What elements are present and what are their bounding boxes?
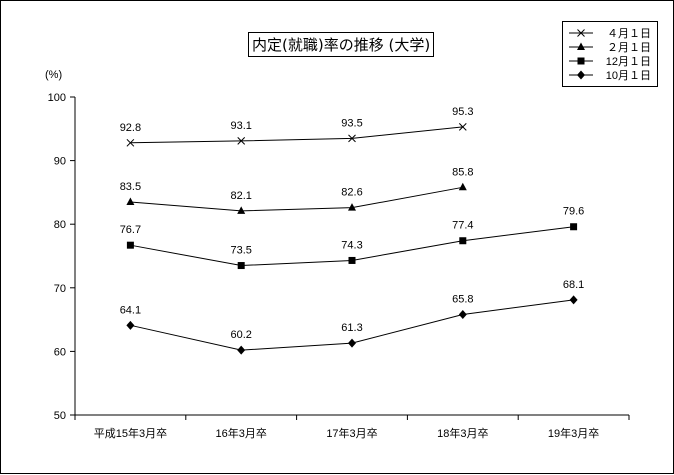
y-tick-label: 90 bbox=[54, 156, 66, 168]
data-label: 93.1 bbox=[230, 120, 251, 132]
data-point-s3-4 bbox=[459, 237, 467, 245]
data-label: 73.5 bbox=[230, 245, 251, 257]
data-label: 61.3 bbox=[341, 322, 362, 334]
data-point-s4-1 bbox=[126, 320, 135, 330]
data-label: 95.3 bbox=[452, 106, 473, 118]
data-point-s4-5 bbox=[569, 295, 578, 305]
data-label: 65.8 bbox=[452, 294, 473, 306]
data-point-s4-3 bbox=[348, 338, 356, 348]
legend-marker-cross-b bbox=[577, 29, 585, 37]
legend-marker-diamond bbox=[577, 70, 585, 80]
data-label: 76.7 bbox=[120, 224, 141, 236]
y-tick-label: 50 bbox=[54, 410, 66, 422]
data-point-s2-1 bbox=[126, 197, 135, 205]
data-label: 82.6 bbox=[341, 187, 362, 199]
x-tick-label: 19年3月卒 bbox=[548, 426, 599, 440]
x-tick-label: 18年3月卒 bbox=[437, 426, 488, 440]
legend-label: 10月１日 bbox=[606, 70, 651, 82]
series-line-1 bbox=[130, 126, 463, 144]
legend-marker-cross bbox=[577, 29, 585, 37]
y-tick-label: 60 bbox=[54, 346, 66, 358]
data-point-s1-4 bbox=[458, 123, 467, 131]
data-label: 74.3 bbox=[341, 239, 362, 251]
data-label: 79.6 bbox=[563, 206, 584, 218]
data-point-s1-1-b bbox=[126, 138, 135, 147]
y-tick-label: 100 bbox=[48, 92, 66, 104]
data-point-s2-4 bbox=[458, 182, 467, 191]
data-point-s1-3 bbox=[348, 134, 356, 143]
legend: ４月１日 ２月１日 12月１日 10月１日 bbox=[562, 21, 658, 87]
data-label: 82.1 bbox=[230, 190, 251, 202]
x-tick-label: 17年3月卒 bbox=[326, 426, 377, 440]
data-point-s1-2 bbox=[237, 137, 246, 145]
data-label: 77.4 bbox=[452, 220, 473, 232]
data-point-s3-3 bbox=[348, 256, 356, 264]
legend-label: 12月１日 bbox=[606, 56, 651, 68]
data-point-s1-2-b bbox=[237, 137, 246, 145]
x-tick-label: 平成15年3月卒 bbox=[94, 426, 167, 440]
y-tick-label: 70 bbox=[54, 283, 66, 295]
data-label: 85.8 bbox=[452, 166, 473, 178]
data-label: 83.5 bbox=[120, 181, 141, 193]
legend-marker-square bbox=[577, 57, 585, 65]
data-point-s1-1 bbox=[126, 138, 135, 147]
data-point-s1-3-b bbox=[348, 134, 356, 143]
y-axis-unit: (%) bbox=[45, 69, 63, 81]
data-label: 64.1 bbox=[120, 304, 141, 316]
legend-label: ４月１日 bbox=[607, 28, 651, 40]
data-point-s2-2 bbox=[237, 206, 246, 214]
legend-marker-triangle bbox=[577, 42, 585, 50]
data-point-s2-3 bbox=[348, 203, 356, 211]
data-point-s3-5 bbox=[570, 223, 578, 231]
data-point-s1-4-b bbox=[458, 123, 467, 131]
data-label: 60.2 bbox=[230, 329, 251, 341]
data-point-s4-2 bbox=[237, 345, 246, 355]
chart-title: 内定(就職)率の推移 (大学) bbox=[248, 32, 438, 60]
data-point-s3-2 bbox=[237, 262, 245, 270]
data-point-s3-1 bbox=[126, 241, 134, 249]
data-label: 68.1 bbox=[563, 279, 584, 291]
data-point-s4-4 bbox=[458, 310, 467, 320]
data-label: 93.5 bbox=[341, 117, 362, 129]
legend-label: ２月１日 bbox=[607, 42, 651, 54]
series-line-2 bbox=[130, 186, 463, 212]
data-label: 92.8 bbox=[120, 122, 141, 134]
y-tick-label: 80 bbox=[54, 219, 66, 231]
x-tick-label: 16年3月卒 bbox=[216, 426, 267, 440]
